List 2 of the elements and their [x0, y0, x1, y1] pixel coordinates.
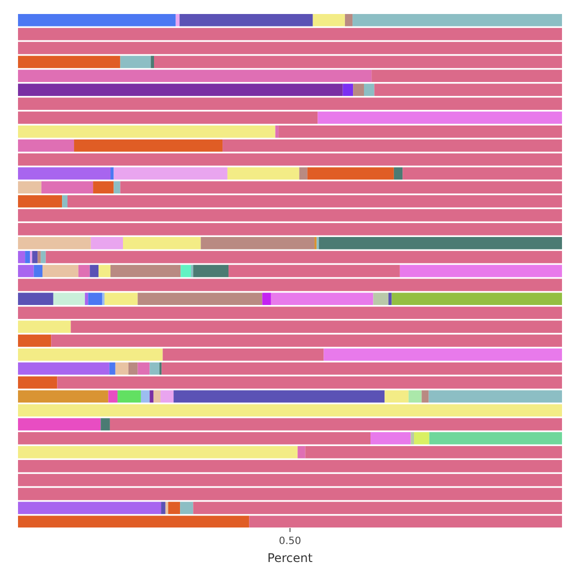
- x-axis-title: Percent: [267, 551, 313, 565]
- x-tick-label: 0.50: [278, 536, 302, 547]
